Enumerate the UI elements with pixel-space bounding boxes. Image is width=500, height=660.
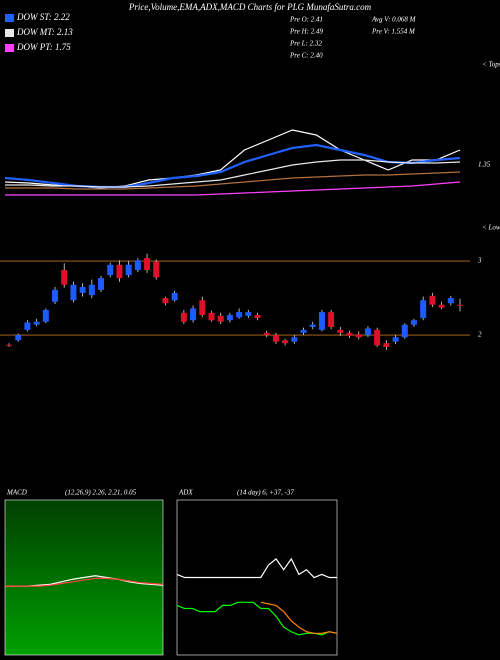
candle-body	[98, 278, 105, 290]
candle-body	[328, 312, 335, 327]
candle-body	[162, 298, 169, 304]
series-line	[5, 171, 461, 190]
candle-body	[236, 312, 243, 318]
candle-body	[116, 264, 123, 279]
stat: Pre O: 2.41	[289, 16, 323, 24]
candle-body	[383, 343, 390, 347]
stat: Pre H: 2.49	[289, 28, 323, 36]
candle-body	[263, 332, 270, 336]
stat: Pre V: 1.554 M	[371, 28, 416, 36]
candle-body	[180, 312, 187, 322]
candle-body	[318, 312, 325, 330]
candle-body	[24, 322, 31, 330]
candle-body	[254, 315, 261, 319]
candle-body	[346, 332, 353, 336]
candle-body	[52, 289, 59, 302]
legend-swatch	[5, 14, 14, 22]
candle-body	[438, 304, 445, 308]
candle-body	[355, 334, 362, 338]
candle-body	[88, 284, 95, 296]
candle-body	[272, 335, 279, 342]
panel-subtitle: (14 day) 6, +37, -37	[237, 489, 294, 497]
candle-body	[70, 284, 77, 301]
candle-body	[217, 315, 224, 322]
candle-body	[107, 264, 114, 276]
candle-body	[144, 258, 151, 270]
y-tick-label: 3	[477, 257, 482, 265]
series-line	[4, 129, 461, 189]
legend-swatch	[5, 44, 14, 52]
candle-body	[364, 328, 371, 336]
y-tick-label: 2	[478, 331, 482, 339]
panel-title: ADX	[178, 489, 193, 497]
candle-body	[374, 329, 381, 346]
panel-title: MACD	[6, 489, 27, 497]
y-tick-label: 1.35	[478, 161, 491, 169]
candle-body	[226, 315, 233, 321]
candle-body	[420, 300, 427, 319]
candle-body	[447, 298, 454, 304]
page-title: Price,Volume,EMA,ADX,MACD Charts for PLG…	[128, 2, 372, 12]
series-line	[5, 181, 461, 196]
candle-body	[208, 312, 215, 321]
candle-body	[134, 260, 141, 270]
series-line	[5, 577, 164, 587]
candle-body	[291, 337, 298, 342]
candle-body	[61, 269, 68, 285]
series-line	[176, 557, 337, 579]
legend-label: DOW PT: 1.75	[16, 42, 71, 52]
lows-label: < Lows	[482, 224, 500, 232]
candle-body	[153, 261, 160, 278]
candle-body	[309, 324, 316, 327]
candle-body	[457, 304, 463, 306]
candle-body	[199, 300, 206, 316]
candle-body	[300, 329, 307, 333]
legend-label: DOW MT: 2.13	[16, 27, 73, 37]
candle-body	[429, 295, 436, 305]
series-line	[260, 601, 338, 634]
tops-label: < Tops	[482, 61, 500, 69]
candle-body	[245, 312, 252, 316]
candle-body	[392, 337, 399, 342]
legend-label: DOW ST: 2.22	[16, 12, 70, 22]
candle-body	[33, 321, 40, 325]
candle-body	[410, 320, 417, 325]
legend-swatch	[5, 29, 14, 37]
series-line	[4, 143, 461, 189]
stat: Pre L: 2.32	[289, 40, 322, 48]
candle-body	[282, 340, 289, 344]
candle-body	[6, 344, 12, 346]
candle-body	[190, 308, 197, 321]
series-line	[5, 159, 461, 188]
stat: Pre C: 2.40	[289, 52, 323, 60]
candle-body	[171, 292, 178, 301]
candle-body	[79, 286, 86, 293]
candle-body	[401, 324, 408, 338]
candle-body	[337, 329, 344, 333]
panel-subtitle: (12,26,9) 2.26, 2.21, 0.05	[65, 489, 137, 497]
stat: Avg V: 0.068 M	[371, 16, 417, 24]
series-line	[176, 601, 338, 636]
candle-body	[15, 335, 22, 341]
candle-body	[42, 309, 49, 322]
candle-body	[125, 264, 132, 276]
